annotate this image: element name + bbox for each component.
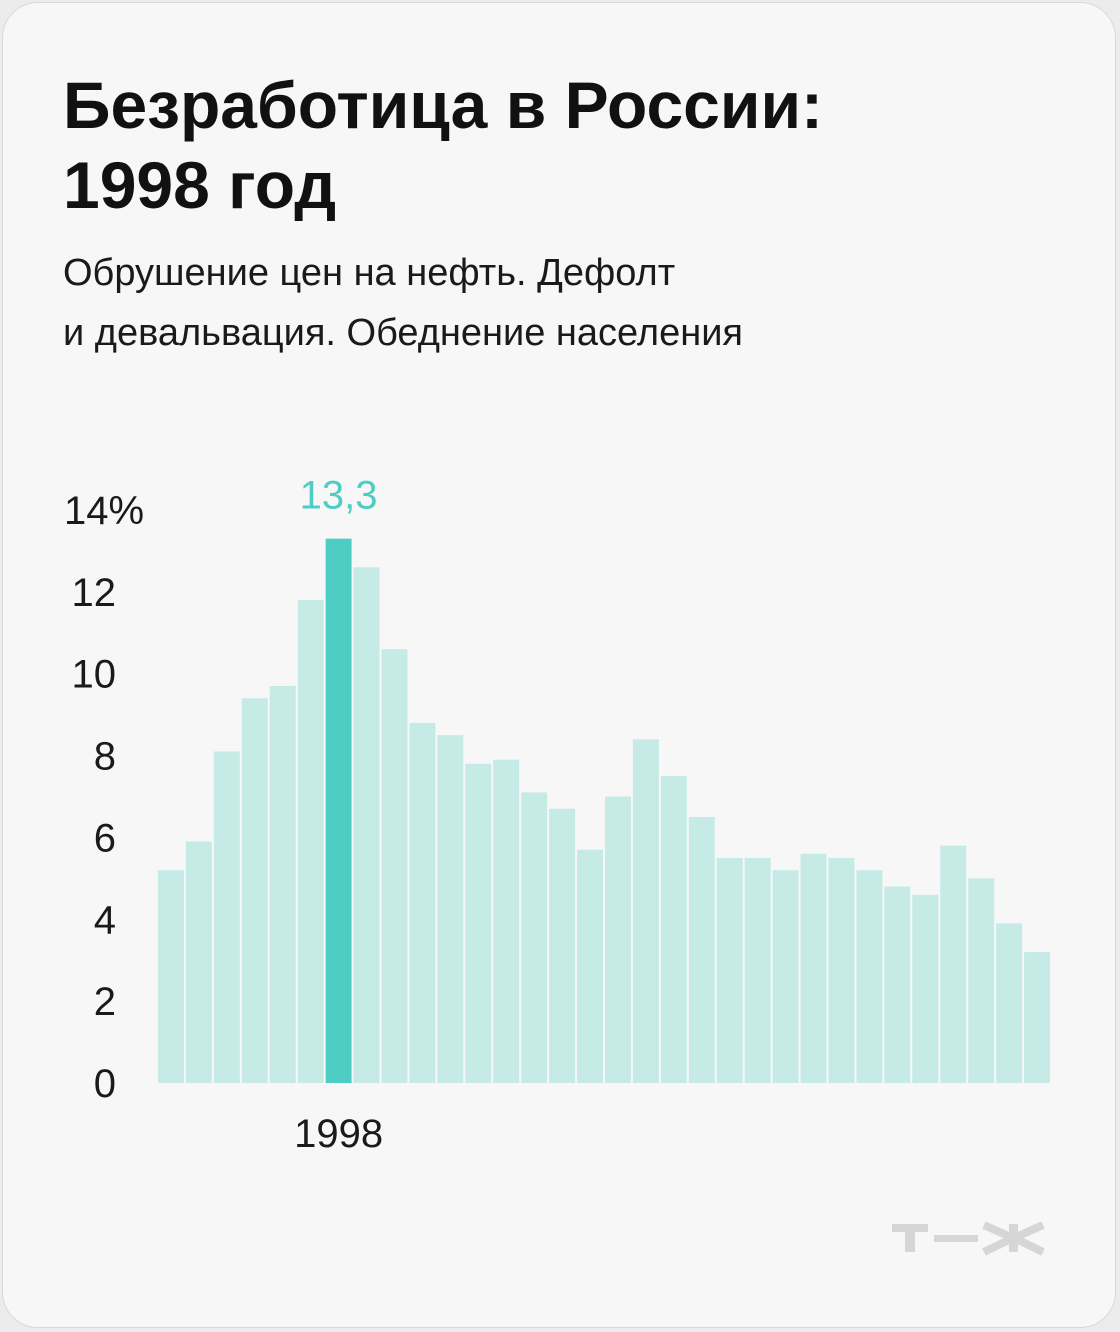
bar (856, 870, 883, 1083)
bar (185, 841, 212, 1083)
bar (381, 649, 408, 1083)
y-tick-label: 4 (94, 898, 116, 942)
y-axis: 0 2 4 6 8 10 12 14% (64, 489, 144, 1106)
bar (577, 849, 603, 1083)
bar (409, 722, 436, 1083)
title-line-2: 1998 год (63, 148, 337, 222)
bar (297, 600, 324, 1083)
bar (269, 685, 296, 1083)
bar (772, 870, 799, 1083)
y-tick-label: 10 (72, 653, 117, 697)
bar (158, 870, 184, 1083)
y-tick-label: 14% (64, 489, 144, 533)
bar (437, 735, 464, 1083)
bar (493, 759, 520, 1083)
y-tick-label: 2 (94, 980, 116, 1024)
bar (996, 923, 1023, 1083)
tzh-logo-icon (892, 1222, 1045, 1256)
bar (549, 808, 576, 1083)
bar (632, 739, 659, 1083)
y-tick-label: 0 (94, 1062, 116, 1106)
x-tick-label: 1998 (294, 1112, 383, 1156)
bar (1024, 952, 1050, 1083)
bar (688, 816, 715, 1083)
bars (158, 538, 1050, 1083)
title-line-1: Безработица в России: (63, 68, 823, 142)
y-tick-label: 8 (94, 735, 116, 779)
data-labels: 13,3 (300, 474, 378, 518)
bar (940, 845, 967, 1083)
subtitle-line-1: Обрушение цен на нефть. Дефолт (63, 252, 676, 294)
bar (968, 878, 995, 1083)
bar (716, 857, 743, 1083)
bar-highlighted (325, 538, 352, 1083)
bar (800, 853, 827, 1083)
bar (213, 751, 240, 1083)
bar (660, 776, 687, 1083)
x-axis: 1998 (294, 1112, 383, 1156)
bar (241, 698, 268, 1083)
bar (605, 796, 631, 1083)
bar (828, 857, 855, 1083)
bar (353, 567, 380, 1083)
chart-subtitle: Обрушение цен на нефть. Дефолт и девальв… (63, 243, 1043, 363)
bar (884, 886, 911, 1083)
chart-title: Безработица в России: 1998 год (63, 65, 1063, 225)
bar (465, 763, 492, 1083)
data-label-highlight: 13,3 (300, 474, 378, 518)
bar (744, 857, 771, 1083)
bar (521, 792, 548, 1083)
y-tick-label: 6 (94, 816, 116, 860)
subtitle-line-2: и девальвация. Обеднение населения (63, 312, 744, 354)
y-tick-label: 12 (72, 571, 117, 615)
bar (912, 894, 939, 1083)
